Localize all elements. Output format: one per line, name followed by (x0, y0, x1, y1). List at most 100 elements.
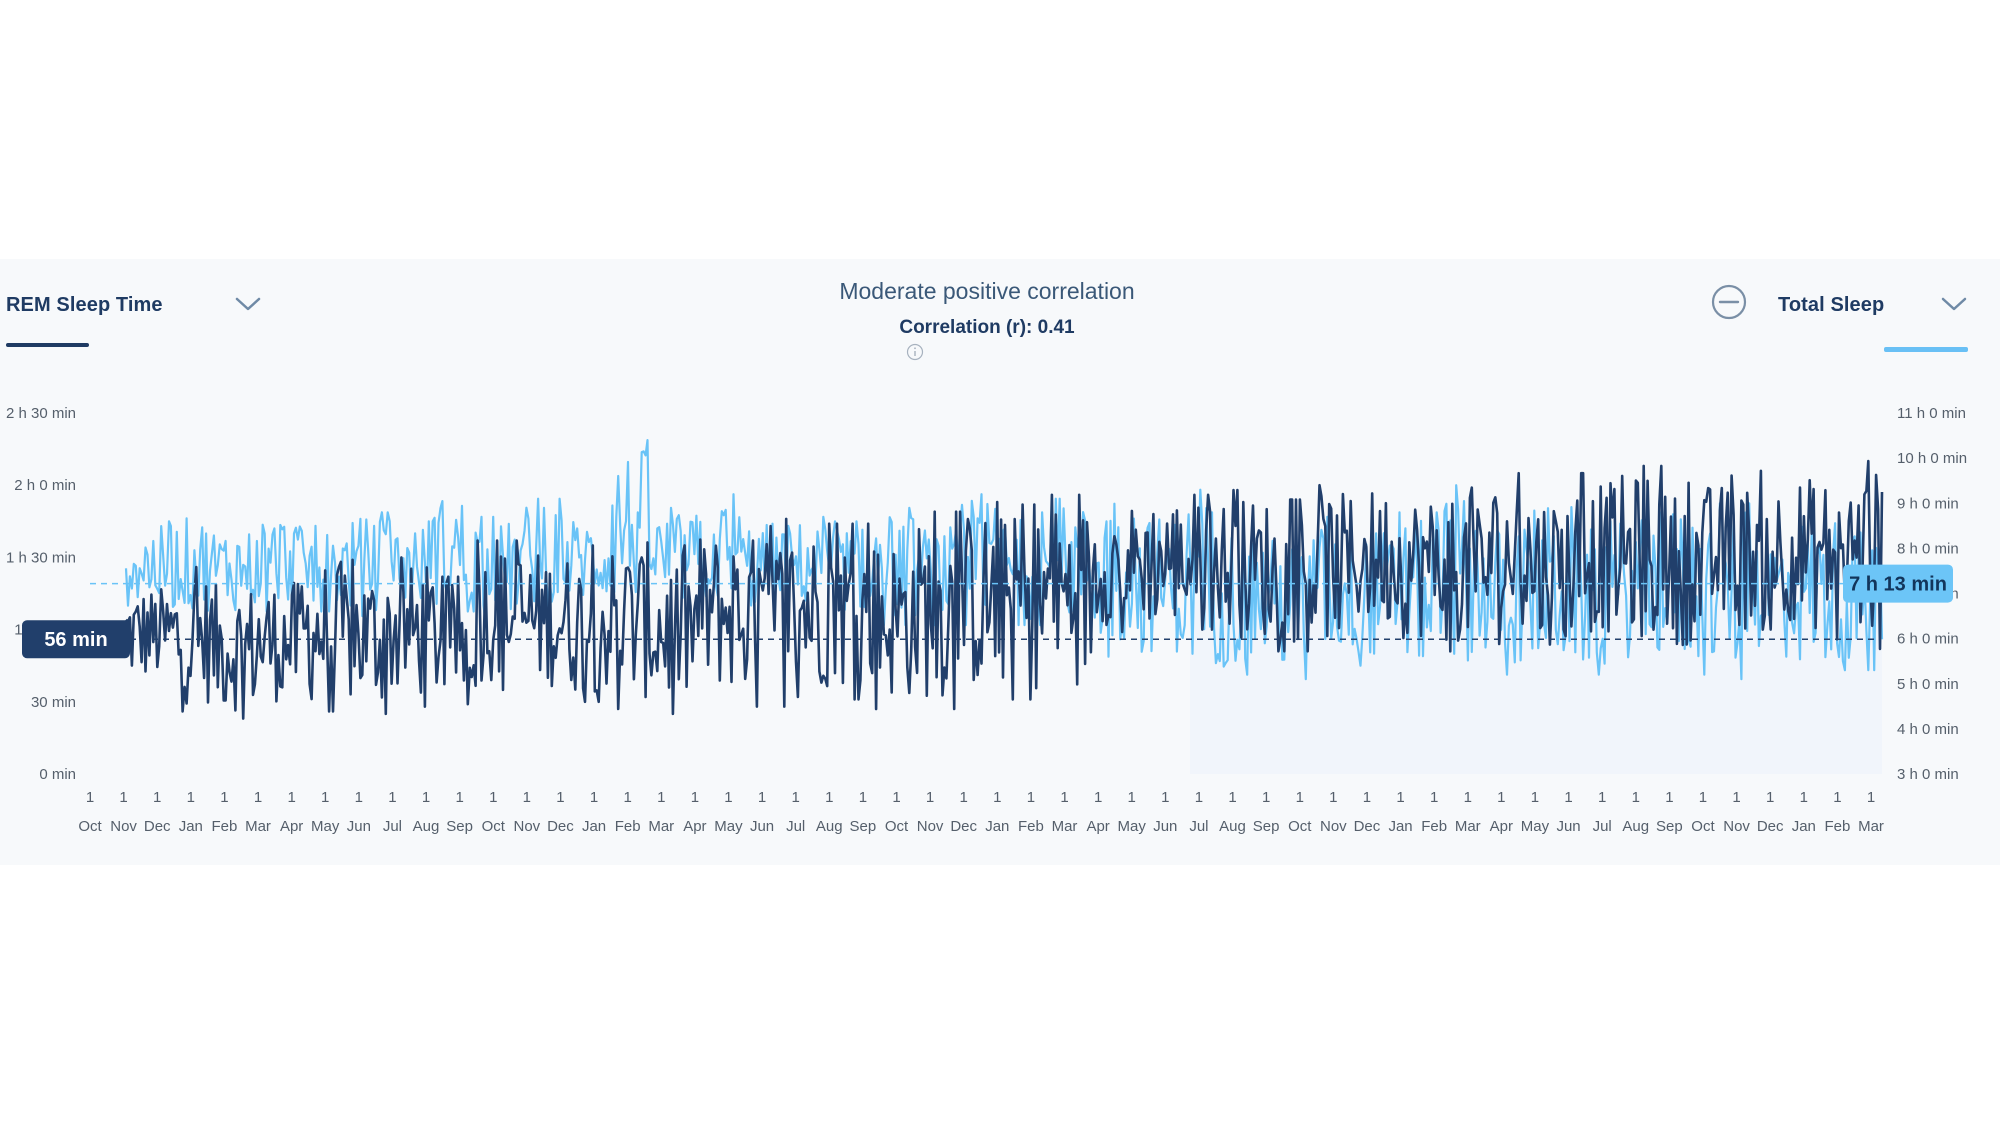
x-axis-day-label: 1 (1228, 789, 1236, 806)
x-axis-month-label: Dec (1757, 818, 1784, 835)
x-axis-month-label: Apr (1490, 818, 1513, 835)
left-axis-tick-label: 30 min (31, 694, 76, 711)
x-axis-day-label: 1 (1732, 789, 1740, 806)
rem-average-badge (22, 620, 130, 659)
x-axis-day-label: 1 (1396, 789, 1404, 806)
average-lines (90, 582, 1880, 640)
x-axis-day-label: 1 (1464, 789, 1472, 806)
x-axis-day-label: 1 (153, 789, 161, 806)
x-axis-day-label: 1 (758, 789, 766, 806)
x-axis-month-label: Mar (1858, 818, 1884, 835)
x-axis-month-label: Jul (1189, 818, 1208, 835)
right-metric-selector[interactable]: Total Sleep (1778, 290, 1884, 320)
x-axis-month-label: Mar (1455, 818, 1481, 835)
x-axis-month-label: Jul (1593, 818, 1612, 835)
x-axis-day-label: 1 (1128, 789, 1136, 806)
x-axis-month-label: Aug (413, 818, 440, 835)
rem-average-value: 56 min (44, 629, 107, 651)
left-axis-tick-label: 1 h 30 min (6, 549, 76, 566)
x-axis-day-label: 1 (1497, 789, 1505, 806)
x-axis-day-label: 1 (489, 789, 497, 806)
x-axis-day-label: 1 (1363, 789, 1371, 806)
x-axis-day-label: 1 (1632, 789, 1640, 806)
x-axis-month-label: Oct (1288, 818, 1312, 835)
right-axis-tick-label: 3 h 0 min (1897, 766, 1959, 783)
x-axis-month-label: Sep (850, 818, 877, 835)
x-axis-month-label: Jan (1388, 818, 1412, 835)
x-axis-day-label: 1 (355, 789, 363, 806)
x-axis-month-label: Apr (683, 818, 706, 835)
x-axis-month-label: Nov (1320, 818, 1347, 835)
x-axis-month-label: May (1118, 818, 1147, 835)
x-axis-month-label: Feb (1824, 818, 1850, 835)
x-axis-month-label: Jun (1556, 818, 1580, 835)
x-axis-month-label: Oct (78, 818, 102, 835)
x-axis-day-label: 1 (1262, 789, 1270, 806)
x-axis-day-label: 1 (287, 789, 295, 806)
x-axis-month-label: Apr (1086, 818, 1109, 835)
rem-sleep-line (125, 459, 1884, 720)
average-badges: 56 min 7 h 13 min (22, 564, 1953, 659)
x-axis-month-label: Mar (1052, 818, 1078, 835)
x-axis-month-label: Aug (1219, 818, 1246, 835)
x-axis-day-label: 1 (1800, 789, 1808, 806)
x-axis-month-label: Nov (110, 818, 137, 835)
x-axis-day-label: 1 (993, 789, 1001, 806)
x-axis-month-label: Jan (1792, 818, 1816, 835)
x-axis-day-label: 1 (1027, 789, 1035, 806)
x-axis-month-label: Sep (1656, 818, 1683, 835)
x-axis-day-label: 1 (859, 789, 867, 806)
chevron-down-icon[interactable] (1940, 294, 1968, 314)
x-axis-month-label: Nov (514, 818, 541, 835)
x-axis-month-label: Mar (245, 818, 271, 835)
x-axis-month-label: Oct (482, 818, 506, 835)
total-average-badge (1843, 564, 1953, 603)
info-icon[interactable] (906, 343, 924, 361)
right-axis-tick-label: 4 h 0 min (1897, 721, 1959, 738)
x-axis-day-label: 1 (1665, 789, 1673, 806)
x-axis-day-label: 1 (388, 789, 396, 806)
x-axis-day-label: 1 (1598, 789, 1606, 806)
x-axis-day-label: 1 (590, 789, 598, 806)
x-axis-month-label: Oct (1691, 818, 1715, 835)
x-axis-day-label: 1 (1195, 789, 1203, 806)
x-axis-month-label: Sep (446, 818, 473, 835)
correlation-value: Correlation (r): 0.41 (899, 317, 1075, 338)
x-axis-month-label: May (311, 818, 340, 835)
x-axis: 1 Oct 1 Nov 1 Dec 1 Jan 1 Feb 1 Mar 1 Apr 1 May 1 Jun 1 Jul… (78, 789, 1884, 835)
x-axis-month-label: Dec (547, 818, 574, 835)
right-axis-tick-label: 8 h 0 min (1897, 540, 1959, 557)
plot-shade-area (1190, 600, 1882, 774)
left-axis-tick-label: 0 min (39, 766, 76, 783)
x-axis-month-label: Jun (1153, 818, 1177, 835)
x-axis-month-label: Nov (917, 818, 944, 835)
x-axis-month-label: Apr (280, 818, 303, 835)
x-axis-day-label: 1 (1833, 789, 1841, 806)
x-axis-month-label: May (1521, 818, 1550, 835)
x-axis-month-label: Jan (985, 818, 1009, 835)
x-axis-day-label: 1 (1699, 789, 1707, 806)
x-axis-month-label: Jul (786, 818, 805, 835)
x-axis-day-label: 1 (1060, 789, 1068, 806)
left-axis-tick-label: 2 h 0 min (14, 477, 76, 494)
chevron-down-icon[interactable] (234, 294, 262, 314)
x-axis-day-label: 1 (254, 789, 262, 806)
x-axis-month-label: Dec (144, 818, 171, 835)
x-axis-day-label: 1 (523, 789, 531, 806)
left-metric-label: REM Sleep Time (6, 293, 163, 316)
minus-circle-icon[interactable] (1711, 284, 1747, 320)
x-axis-day-label: 1 (1867, 789, 1875, 806)
x-axis-day-label: 1 (422, 789, 430, 806)
left-metric-selector[interactable]: REM Sleep Time (6, 290, 163, 320)
x-axis-day-label: 1 (1766, 789, 1774, 806)
x-axis-day-label: 1 (792, 789, 800, 806)
x-axis-day-label: 1 (119, 789, 127, 806)
x-axis-month-label: Nov (1723, 818, 1750, 835)
x-axis-month-label: Jun (347, 818, 371, 835)
x-axis-day-label: 1 (86, 789, 94, 806)
x-axis-month-label: Oct (885, 818, 909, 835)
left-axis-tick-label: 2 h 30 min (6, 405, 76, 422)
x-axis-month-label: Aug (1622, 818, 1649, 835)
x-axis-day-label: 1 (691, 789, 699, 806)
